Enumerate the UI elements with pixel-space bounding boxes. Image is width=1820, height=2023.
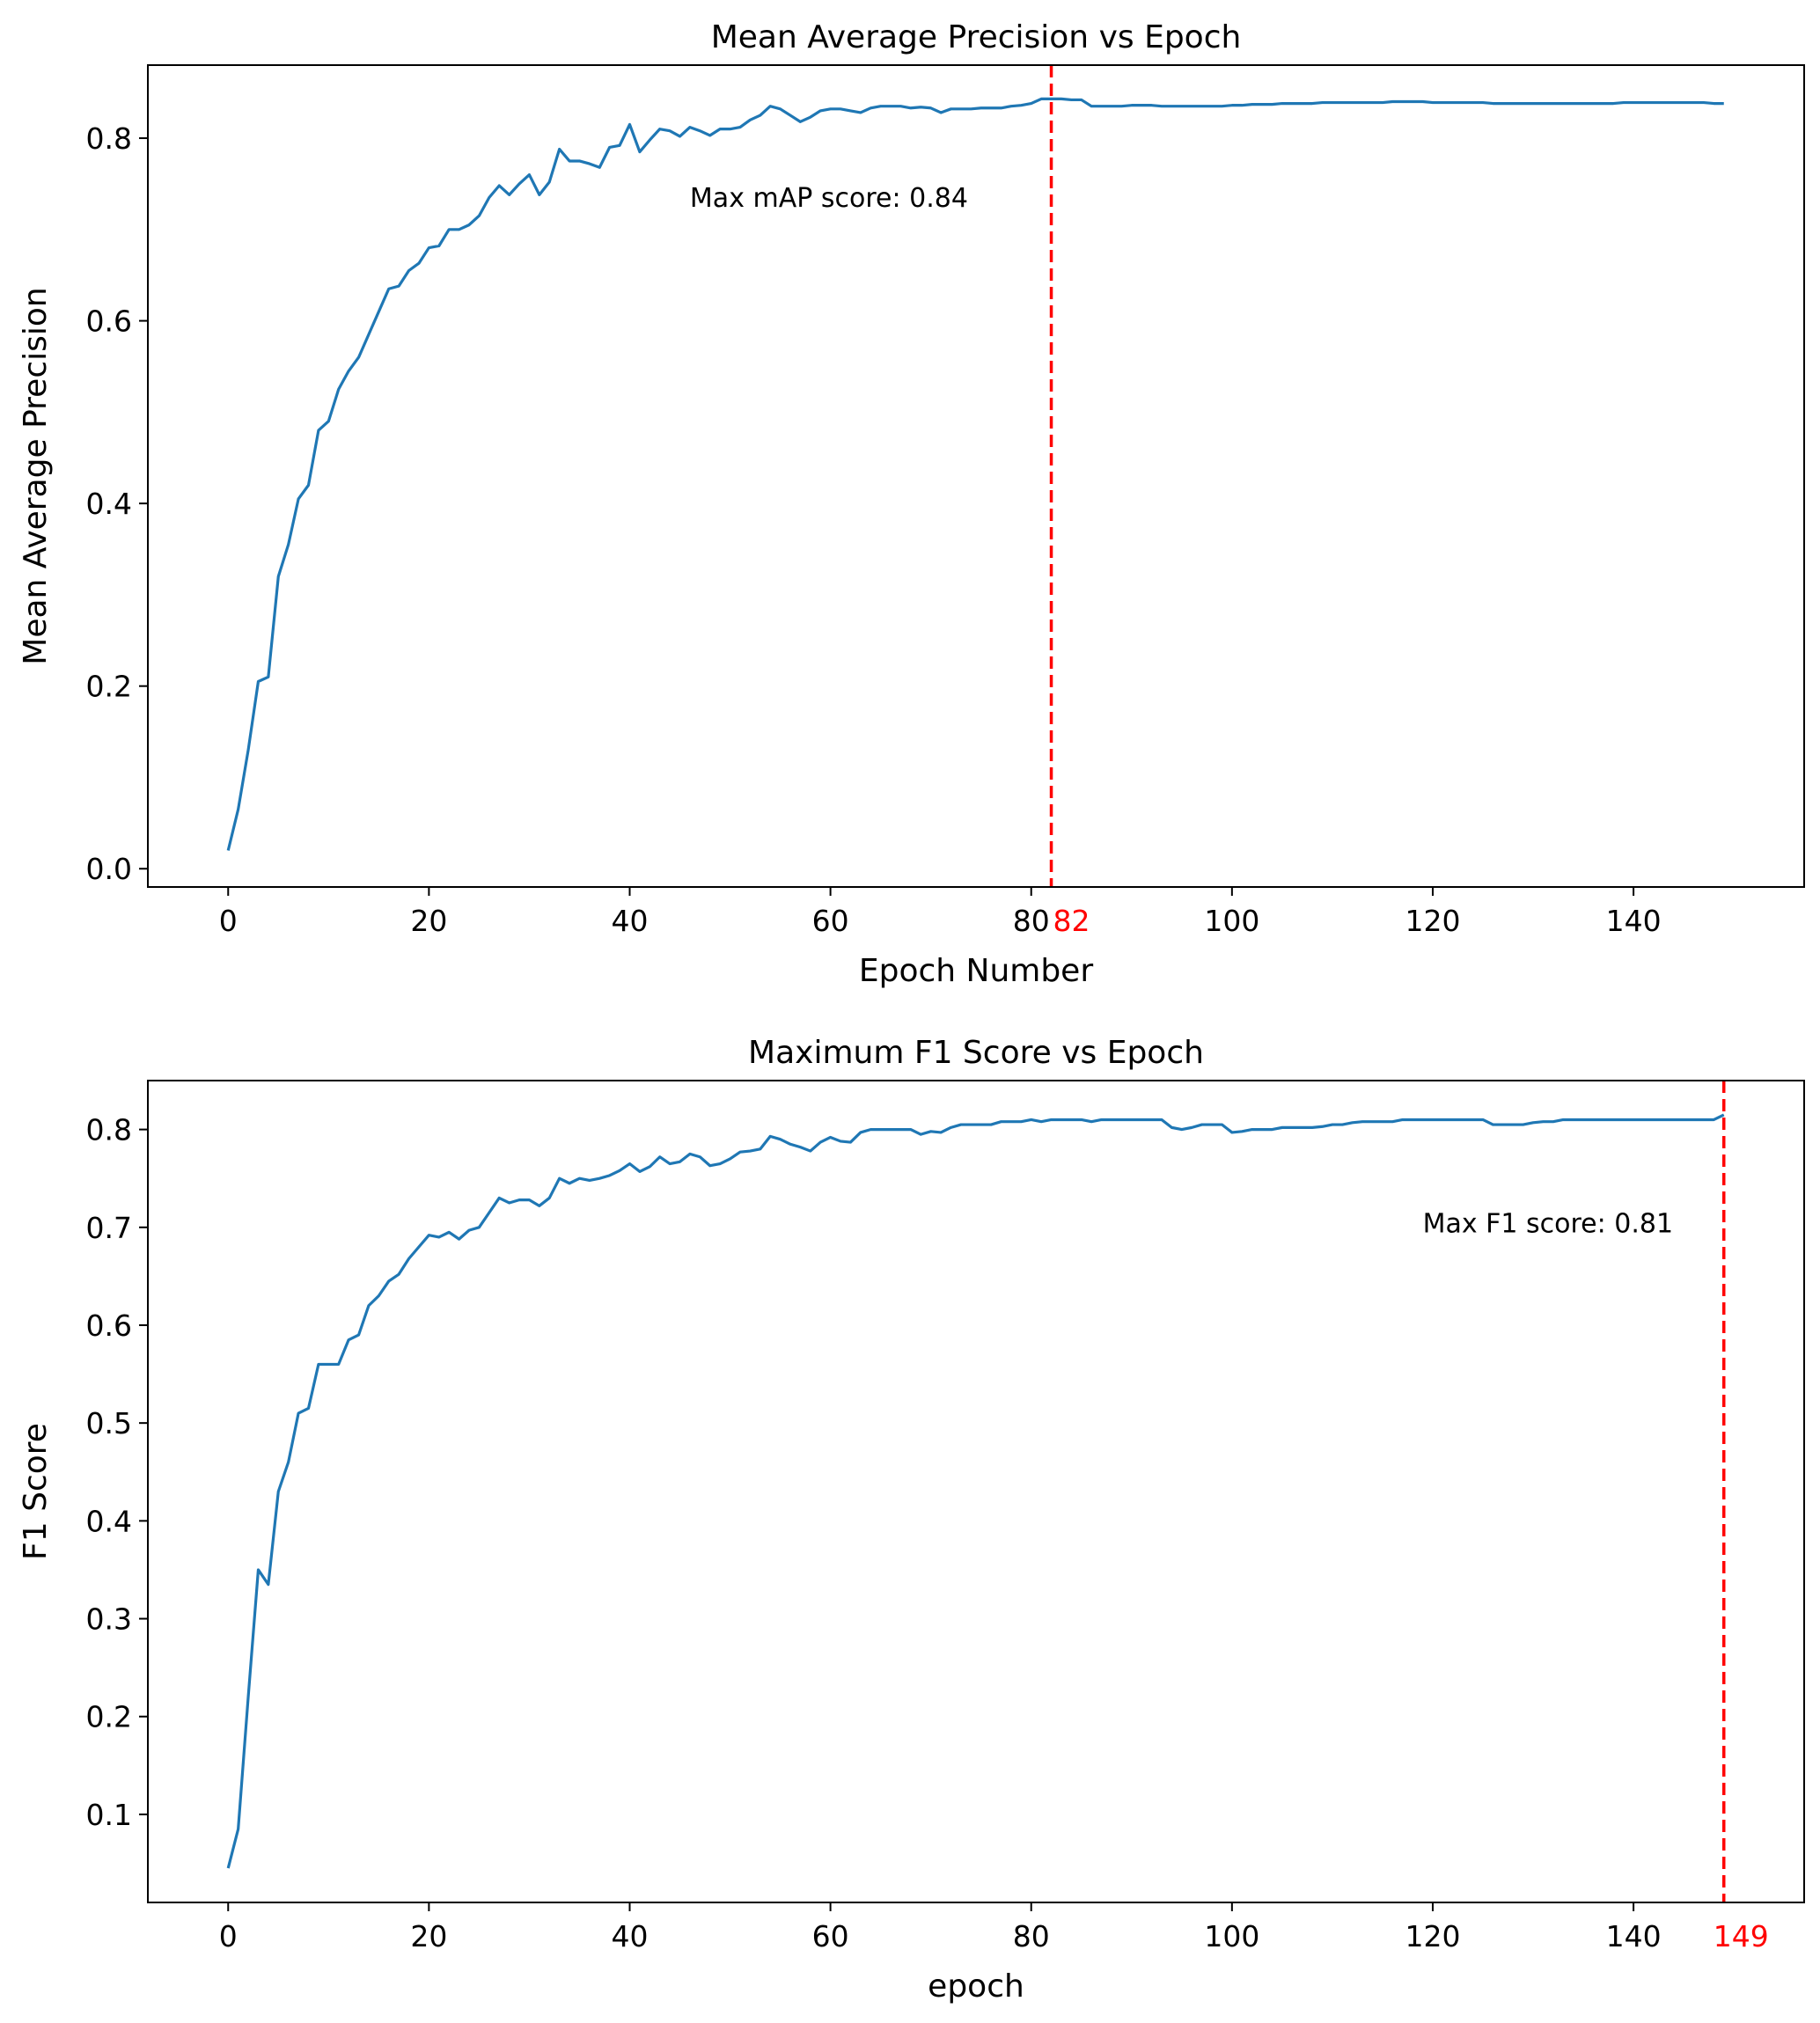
chart1-max-score-annotation: Max F1 score: 0.81 [1423,1208,1674,1239]
chart0-plot-frame [147,64,1805,888]
chart1-x-tick-label: 0 [219,1919,238,1953]
chart0-x-tick-label: 80 [1013,904,1050,938]
chart0-y-tick-label: 0.8 [86,121,132,156]
map-chart: Mean Average Precision vs Epoch 0 20 40 60 80… [18,19,1805,989]
chart1-y-tick-label: 0.2 [86,1700,132,1734]
chart0-y-axis-label: Mean Average Precision [18,287,54,664]
chart0-x-tick-label: 60 [812,904,849,938]
chart0-max-score-annotation: Max mAP score: 0.84 [690,183,968,214]
chart0-x-tick-label: 40 [611,904,648,938]
chart1-x-tick-label: 140 [1606,1919,1662,1953]
chart0-y-tick-label: 0.0 [86,852,132,886]
chart1-y-axis-label: F1 Score [18,1423,54,1560]
chart1-x-tick-label: 100 [1204,1919,1259,1953]
chart0-y-tick-label: 0.4 [86,487,132,521]
chart0-x-tick-label: 0 [219,904,238,938]
chart0-x-tick-label: 100 [1204,904,1259,938]
chart1-y-tick-label: 0.3 [86,1602,132,1637]
chart0-y-tick-label: 0.6 [86,304,132,339]
chart0-x-tick-label: 20 [410,904,447,938]
chart1-y-tick-label: 0.5 [86,1406,132,1440]
chart1-x-tick-label: 60 [812,1919,849,1953]
chart1-x-tick-label: 40 [611,1919,648,1953]
chart1-y-tick-label: 0.8 [86,1113,132,1147]
chart1-y-tick-label: 0.1 [86,1798,132,1832]
chart0-y-tick-label: 0.2 [86,670,132,704]
chart1-best-epoch-label: 149 [1714,1919,1769,1953]
f1-chart: Maximum F1 Score vs Epoch 0 20 40 60 80 100 120… [18,1035,1805,2005]
chart0-x-axis-label: Epoch Number [859,953,1093,989]
chart1-plot-frame [147,1080,1805,1903]
chart0-best-epoch-label: 82 [1053,904,1090,938]
chart1-title: Maximum F1 Score vs Epoch [748,1035,1204,1071]
chart1-y-tick-label: 0.4 [86,1504,132,1538]
chart1-y-tick-label: 0.7 [86,1211,132,1245]
chart1-series-line [226,1113,1725,1869]
chart1-x-tick-label: 120 [1405,1919,1460,1953]
chart0-x-tick-label: 120 [1405,904,1460,938]
chart0-x-tick-label: 140 [1606,904,1662,938]
chart1-y-tick-label: 0.6 [86,1308,132,1343]
chart0-series-line [226,97,1724,851]
chart1-x-tick-label: 20 [410,1919,447,1953]
chart0-title: Mean Average Precision vs Epoch [711,19,1242,55]
chart1-x-tick-label: 80 [1013,1919,1050,1953]
chart1-x-axis-label: epoch [928,1968,1024,2005]
